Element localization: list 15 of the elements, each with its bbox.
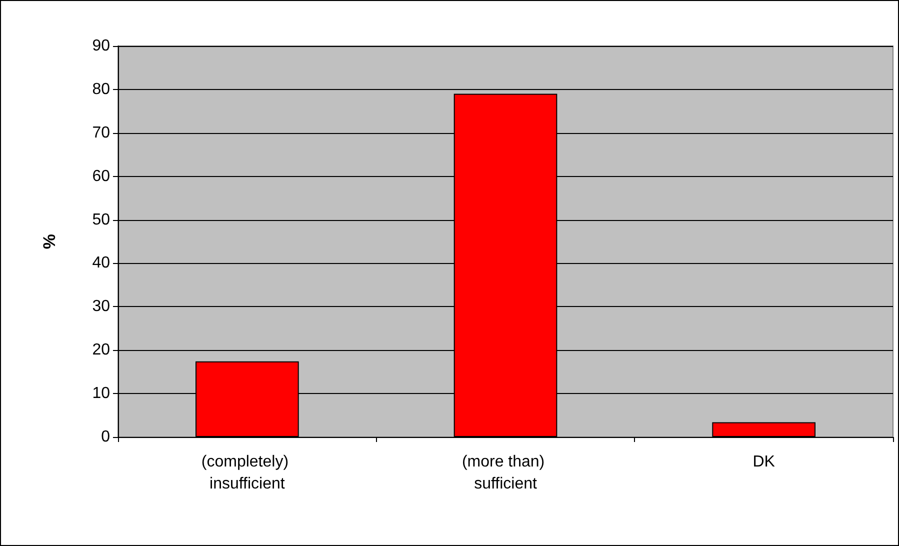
y-tick-label: 80: [92, 80, 110, 98]
y-tick-label: 20: [92, 342, 110, 359]
x-tick-label: (more than) sufficient: [462, 454, 550, 492]
y-tick-label: 0: [101, 428, 110, 446]
y-tick-label: 10: [92, 385, 110, 402]
y-tick-label: 30: [92, 298, 110, 316]
x-tick-label: DK: [752, 454, 776, 470]
y-tick-label: 90: [92, 38, 110, 54]
y-axis-title: %: [40, 234, 59, 250]
y-tick-label: 50: [92, 211, 110, 228]
y-tick-label: 70: [92, 124, 110, 142]
y-tick-label: 60: [92, 168, 110, 185]
y-tick-label: 40: [92, 254, 110, 272]
x-tick-label: (completely) insufficient: [201, 454, 293, 492]
bar: [712, 422, 816, 437]
